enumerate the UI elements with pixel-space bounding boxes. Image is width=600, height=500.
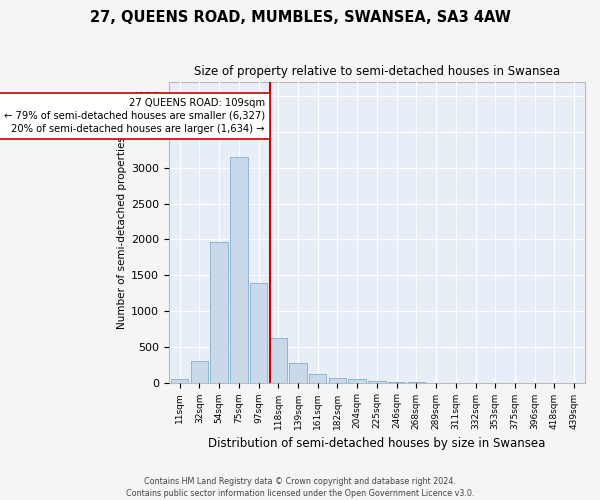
Bar <box>349 380 366 382</box>
Y-axis label: Number of semi-detached properties: Number of semi-detached properties <box>117 136 127 328</box>
Bar <box>211 242 228 382</box>
Bar <box>191 361 208 382</box>
Bar <box>230 157 248 382</box>
Bar <box>230 157 248 382</box>
Bar <box>289 362 307 382</box>
Bar <box>289 362 307 382</box>
Bar <box>269 338 287 382</box>
Bar <box>250 283 267 382</box>
Bar <box>171 378 188 382</box>
Bar <box>329 378 346 382</box>
Bar <box>349 380 366 382</box>
Bar <box>211 242 228 382</box>
Text: Contains HM Land Registry data © Crown copyright and database right 2024.
Contai: Contains HM Land Registry data © Crown c… <box>126 476 474 498</box>
Title: Size of property relative to semi-detached houses in Swansea: Size of property relative to semi-detach… <box>194 65 560 78</box>
Bar <box>171 378 188 382</box>
Bar <box>191 361 208 382</box>
Bar <box>309 374 326 382</box>
Bar <box>368 381 386 382</box>
Bar <box>250 283 267 382</box>
Text: 27 QUEENS ROAD: 109sqm
← 79% of semi-detached houses are smaller (6,327)
20% of : 27 QUEENS ROAD: 109sqm ← 79% of semi-det… <box>4 98 265 134</box>
Bar <box>329 378 346 382</box>
X-axis label: Distribution of semi-detached houses by size in Swansea: Distribution of semi-detached houses by … <box>208 437 545 450</box>
Bar <box>269 338 287 382</box>
Bar <box>368 381 386 382</box>
Bar <box>309 374 326 382</box>
Text: 27, QUEENS ROAD, MUMBLES, SWANSEA, SA3 4AW: 27, QUEENS ROAD, MUMBLES, SWANSEA, SA3 4… <box>89 10 511 25</box>
